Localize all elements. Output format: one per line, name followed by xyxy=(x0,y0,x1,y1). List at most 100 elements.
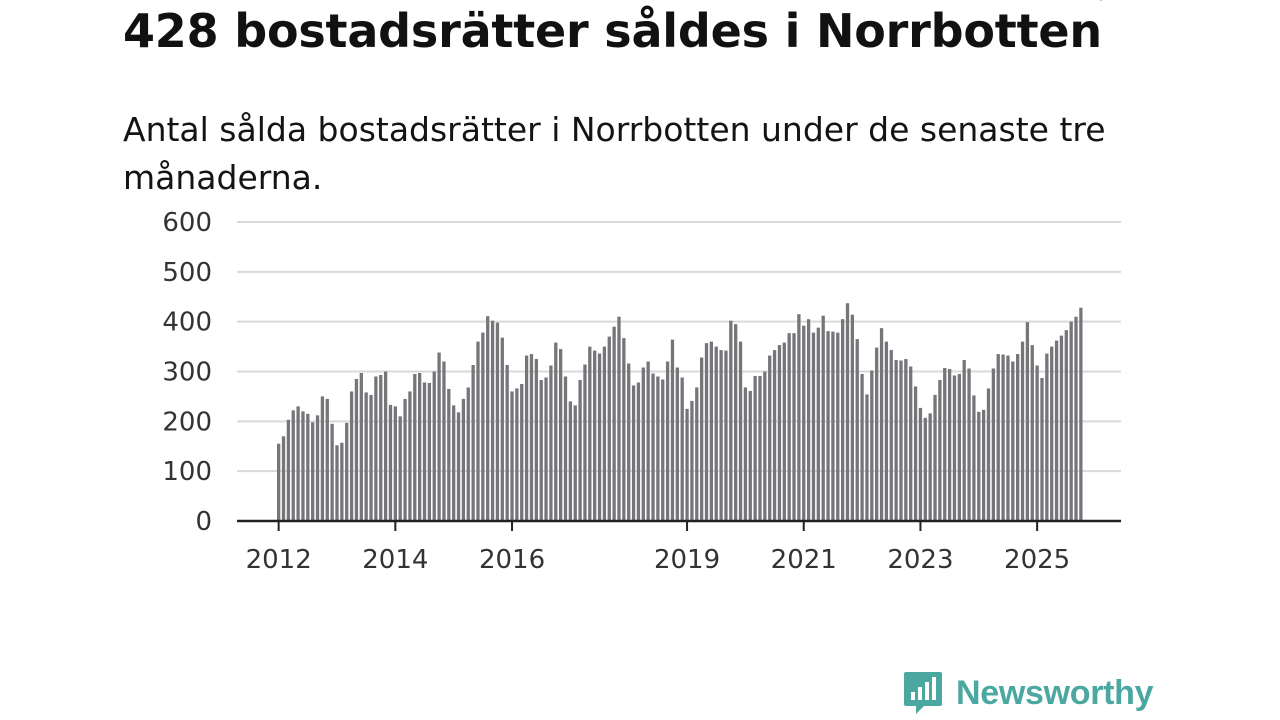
bar-series xyxy=(277,303,1083,521)
bar xyxy=(845,303,850,521)
bar xyxy=(1079,307,1083,521)
bar xyxy=(802,325,806,521)
bar xyxy=(768,355,772,521)
x-axis: 2012 2014 2016 2019 2021 2023 2025 xyxy=(237,519,1121,575)
bar xyxy=(709,341,714,521)
bar xyxy=(520,383,524,521)
bar xyxy=(306,413,310,521)
bar xyxy=(967,368,971,521)
bar xyxy=(510,391,514,521)
bar xyxy=(1040,377,1044,521)
bar xyxy=(1011,361,1015,521)
x-tick-label: 2019 xyxy=(654,545,720,575)
bar xyxy=(782,342,786,521)
bar xyxy=(597,353,602,521)
y-tick-label: 600 xyxy=(162,208,212,238)
bar xyxy=(840,319,845,521)
bar xyxy=(758,375,762,521)
bar xyxy=(311,422,315,521)
bar xyxy=(646,361,650,521)
bar xyxy=(1069,321,1073,521)
bar xyxy=(612,326,616,521)
bar xyxy=(787,333,791,521)
bar xyxy=(427,382,432,521)
bar xyxy=(685,408,689,521)
bar xyxy=(670,339,675,521)
bar xyxy=(447,388,451,521)
bar xyxy=(1016,354,1020,521)
bar xyxy=(335,445,339,521)
bar xyxy=(875,347,879,521)
bar xyxy=(476,341,480,521)
bar xyxy=(753,375,757,521)
bar xyxy=(466,387,470,521)
bar xyxy=(947,369,952,521)
bar xyxy=(398,416,402,521)
x-tick-label: 2012 xyxy=(246,545,312,575)
bar xyxy=(913,386,918,521)
bar xyxy=(797,314,801,521)
bar xyxy=(636,382,641,521)
bar xyxy=(680,377,684,521)
bar xyxy=(855,339,859,521)
bar xyxy=(1045,353,1049,521)
bar xyxy=(631,385,636,521)
bar xyxy=(296,406,300,521)
bar xyxy=(850,314,855,521)
bar xyxy=(1050,346,1054,521)
bar xyxy=(1001,354,1005,521)
annotations: 428 xyxy=(1063,0,1109,6)
bar xyxy=(962,360,966,521)
y-axis-ticks: 0 100 200 300 400 500 600 xyxy=(162,208,212,537)
chart-subtitle: Antal sålda bostadsrätter i Norrbotten u… xyxy=(123,110,1106,197)
bar xyxy=(763,371,767,521)
bar xyxy=(359,372,363,521)
bar xyxy=(986,388,991,521)
bar xyxy=(277,443,281,521)
bar xyxy=(340,442,344,521)
y-tick-label: 100 xyxy=(162,457,212,487)
bar xyxy=(383,371,388,521)
bar xyxy=(957,373,961,521)
bar xyxy=(651,373,655,521)
bar xyxy=(505,365,509,521)
bar xyxy=(452,405,456,521)
bar xyxy=(991,368,996,521)
bar xyxy=(281,436,286,521)
bar xyxy=(593,350,597,521)
bar xyxy=(826,331,830,521)
bar xyxy=(981,409,986,521)
y-tick-label: 200 xyxy=(162,407,212,437)
bar xyxy=(690,400,694,521)
x-tick-label: 2025 xyxy=(1004,545,1070,575)
bar xyxy=(1054,340,1059,521)
bar xyxy=(884,341,889,521)
bar xyxy=(369,394,373,521)
bar xyxy=(374,376,378,521)
bar xyxy=(661,379,665,521)
bar xyxy=(894,360,898,521)
bar xyxy=(578,379,582,521)
bar xyxy=(330,423,334,521)
y-tick-label: 0 xyxy=(195,507,212,537)
bar xyxy=(792,333,796,521)
bar xyxy=(918,407,923,521)
bar xyxy=(573,405,577,521)
bar xyxy=(923,417,927,521)
bar xyxy=(617,316,621,521)
bar xyxy=(972,395,976,521)
bar xyxy=(899,360,903,521)
last-value-label: 428 xyxy=(1063,0,1109,6)
bar xyxy=(928,413,932,521)
bar xyxy=(345,422,349,521)
bar xyxy=(549,365,553,521)
bar xyxy=(743,387,748,521)
bar xyxy=(393,406,397,521)
x-tick-label: 2014 xyxy=(362,545,428,575)
bar xyxy=(714,346,718,521)
bar xyxy=(665,361,670,521)
bar xyxy=(588,346,592,521)
bar xyxy=(772,350,777,521)
bar xyxy=(432,371,436,521)
bar xyxy=(1030,345,1034,521)
